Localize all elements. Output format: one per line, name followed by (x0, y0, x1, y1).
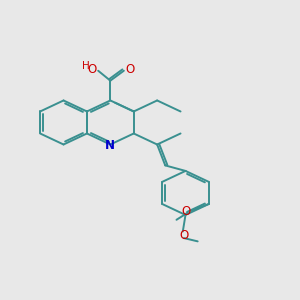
Text: N: N (105, 139, 115, 152)
Text: O: O (182, 206, 191, 218)
Text: O: O (179, 230, 189, 242)
Text: H: H (82, 61, 90, 71)
Text: O: O (125, 63, 134, 76)
Text: O: O (88, 63, 97, 76)
